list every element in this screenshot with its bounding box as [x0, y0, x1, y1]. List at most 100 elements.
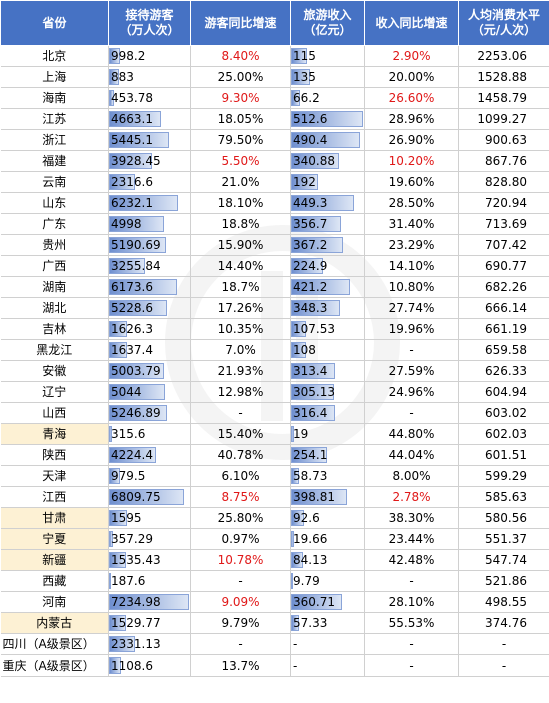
- cell-value: 108: [293, 343, 316, 357]
- data-bar: [109, 48, 120, 64]
- province-cell: 福建: [0, 150, 109, 172]
- province-cell: 北京: [0, 45, 109, 67]
- table-row: 河南 7234.98 9.09% 360.71 28.10% 498.55: [0, 591, 549, 613]
- table-row: 西藏 187.6-9.79-521.86: [0, 570, 549, 592]
- per-capita-cell: -: [458, 654, 549, 677]
- revenue-growth-cell: 55.53%: [364, 612, 459, 634]
- per-capita-cell: 551.37: [458, 528, 549, 550]
- data-bar: [109, 657, 121, 674]
- data-bar: [291, 510, 304, 526]
- per-capita-cell: 604.94: [458, 381, 549, 403]
- data-bar: [109, 237, 166, 253]
- visitor-growth-cell: 7.0%: [190, 339, 291, 361]
- revenue-growth-cell: 28.10%: [364, 591, 459, 613]
- cell-value: 19.66: [293, 532, 328, 546]
- cell-value: 5190.69: [111, 238, 161, 252]
- cell-value: 998.2: [111, 49, 146, 63]
- revenue-growth-cell: 10.80%: [364, 276, 459, 298]
- cell-value: 115: [293, 49, 316, 63]
- table-row: 新疆 1535.43 10.78% 84.13 42.48% 547.74: [0, 549, 549, 571]
- data-bar: [291, 363, 335, 379]
- visitor-growth-cell: 18.7%: [190, 276, 291, 298]
- data-bar: [291, 300, 340, 316]
- cell-value: 5246.89: [111, 406, 161, 420]
- visitor-growth-cell: -: [190, 633, 291, 655]
- data-bar: [109, 552, 126, 568]
- revenue-cell: 192: [290, 171, 365, 193]
- per-capita-cell: 498.55: [458, 591, 549, 613]
- table-row: 辽宁 5044 12.98% 305.13 24.96% 604.94: [0, 381, 549, 403]
- province-cell: 陕西: [0, 444, 109, 466]
- province-cell: 吉林: [0, 318, 109, 340]
- revenue-growth-cell: -: [364, 402, 459, 424]
- visitor-growth-cell: 8.75%: [190, 486, 291, 508]
- revenue-cell: 135: [290, 66, 365, 88]
- header-visitor-growth: 游客同比增速: [190, 0, 291, 46]
- province-cell: 山西: [0, 402, 109, 424]
- cell-value: 2316.6: [111, 175, 153, 189]
- table-row: 云南 2316.6 21.0% 192 19.60% 828.80: [0, 171, 549, 193]
- cell-value: 4998: [111, 217, 142, 231]
- header-visitors: 接待游客 （万人次）: [108, 0, 191, 46]
- visitor-growth-cell: 12.98%: [190, 381, 291, 403]
- per-capita-cell: 601.51: [458, 444, 549, 466]
- cell-value: 490.4: [293, 133, 328, 147]
- visitor-growth-cell: 25.80%: [190, 507, 291, 529]
- per-capita-cell: 666.14: [458, 297, 549, 319]
- visitor-growth-cell: 17.26%: [190, 297, 291, 319]
- table-row: 安徽 5003.79 21.93% 313.4 27.59% 626.33: [0, 360, 549, 382]
- table-row: 天津 979.5 6.10% 58.73 8.00% 599.29: [0, 465, 549, 487]
- cell-value: 453.78: [111, 91, 153, 105]
- table-row: 江西 6809.75 8.75% 398.81 2.78% 585.63: [0, 486, 549, 508]
- revenue-growth-cell: -: [364, 570, 459, 592]
- revenue-cell: 340.88: [290, 150, 365, 172]
- visitor-growth-cell: 14.40%: [190, 255, 291, 277]
- visitors-cell: 1535.43: [108, 549, 191, 571]
- cell-value: 1637.4: [111, 343, 153, 357]
- table-row: 青海 315.6 15.40% 19 44.80% 602.03: [0, 423, 549, 445]
- data-bar: [109, 426, 112, 442]
- visitor-growth-cell: 79.50%: [190, 129, 291, 151]
- data-bar: [291, 573, 293, 589]
- data-bar: [109, 174, 135, 190]
- revenue-growth-cell: 14.10%: [364, 255, 459, 277]
- cell-value: 84.13: [293, 553, 328, 567]
- revenue-growth-cell: 31.40%: [364, 213, 459, 235]
- header-row: 省份 接待游客 （万人次） 游客同比增速 旅游收入 （亿元） 收入同比增速 人均消费…: [0, 0, 549, 46]
- per-capita-cell: 707.42: [458, 234, 549, 256]
- data-bar: [291, 531, 294, 547]
- revenue-growth-cell: 19.96%: [364, 318, 459, 340]
- cell-value: 3255.84: [111, 259, 161, 273]
- visitors-cell: 1626.3: [108, 318, 191, 340]
- province-cell: 浙江: [0, 129, 109, 151]
- cell-value: 254.1: [293, 448, 328, 462]
- data-bar: [291, 489, 347, 505]
- visitors-cell: 5190.69: [108, 234, 191, 256]
- per-capita-cell: 661.19: [458, 318, 549, 340]
- revenue-growth-cell: -: [364, 633, 459, 655]
- visitor-growth-cell: 9.09%: [190, 591, 291, 613]
- revenue-cell: 316.4: [290, 402, 365, 424]
- cell-value: 449.3: [293, 196, 328, 210]
- data-bar: [109, 531, 113, 547]
- province-cell: 云南: [0, 171, 109, 193]
- per-capita-cell: -: [458, 633, 549, 655]
- per-capita-cell: 900.63: [458, 129, 549, 151]
- revenue-cell: 490.4: [290, 129, 365, 151]
- data-bar: [109, 69, 119, 85]
- revenue-cell: 84.13: [290, 549, 365, 571]
- revenue-growth-cell: 2.78%: [364, 486, 459, 508]
- revenue-growth-cell: 27.59%: [364, 360, 459, 382]
- table-row: 重庆（A级景区） 1108.6 13.7% - - -: [0, 654, 549, 677]
- visitors-cell: 979.5: [108, 465, 191, 487]
- data-bar: [109, 594, 189, 610]
- header-revenue-growth: 收入同比增速: [364, 0, 459, 46]
- table-row: 陕西 4224.4 40.78% 254.1 44.04% 601.51: [0, 444, 549, 466]
- cell-value: 2331.13: [111, 637, 161, 651]
- revenue-growth-cell: -: [364, 654, 459, 677]
- header-per-capita: 人均消费水平 （元/人次）: [458, 0, 549, 46]
- visitors-cell: 4663.1: [108, 108, 191, 130]
- data-bar: [291, 321, 306, 337]
- revenue-cell: 367.2: [290, 234, 365, 256]
